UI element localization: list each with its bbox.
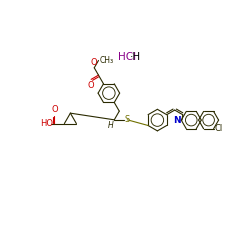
Text: S: S [124, 115, 130, 124]
Text: ·H: ·H [130, 52, 141, 62]
Text: O: O [91, 58, 98, 67]
Text: H: H [108, 120, 114, 130]
Text: N: N [173, 116, 180, 124]
Text: HO: HO [40, 119, 53, 128]
Text: O: O [51, 105, 58, 114]
Text: CH₃: CH₃ [99, 56, 114, 65]
Text: O: O [88, 80, 94, 90]
Text: HCl: HCl [118, 52, 136, 62]
Text: Cl: Cl [214, 124, 223, 133]
